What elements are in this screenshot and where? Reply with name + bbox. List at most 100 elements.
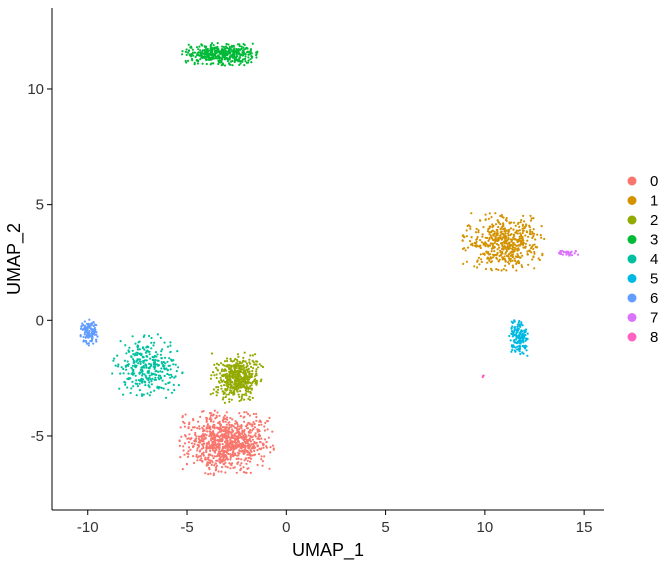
cluster-3-point xyxy=(226,52,229,55)
cluster-4-point xyxy=(125,352,128,355)
cluster-2-point xyxy=(236,390,239,393)
cluster-6-point xyxy=(81,322,84,325)
cluster-0-point xyxy=(212,434,215,437)
cluster-2-point xyxy=(250,365,253,368)
x-tick-label: -10 xyxy=(77,519,99,536)
cluster-2-point xyxy=(215,373,218,376)
cluster-3-point xyxy=(227,50,230,54)
cluster-1-point xyxy=(505,219,508,222)
cluster-4-point xyxy=(168,357,171,360)
cluster-0-point xyxy=(219,423,222,426)
cluster-2-point xyxy=(245,362,248,365)
legend-label-0: 0 xyxy=(650,173,658,190)
cluster-0-point xyxy=(200,437,203,440)
cluster-3-point xyxy=(228,45,231,49)
cluster-0-point xyxy=(212,474,215,477)
cluster-4-point xyxy=(137,348,140,351)
cluster-3-point xyxy=(189,45,193,48)
cluster-0-point xyxy=(183,453,186,456)
legend-key-5 xyxy=(627,274,637,283)
cluster-0-point xyxy=(225,411,228,414)
cluster-0-point xyxy=(198,441,202,444)
cluster-4-point xyxy=(130,356,133,359)
cluster-0-point xyxy=(220,455,223,458)
cluster-3-point xyxy=(209,49,212,52)
cluster-1-point xyxy=(501,243,504,246)
cluster-0-point xyxy=(215,455,218,458)
cluster-0-point xyxy=(258,434,261,437)
cluster-1-point xyxy=(514,247,517,250)
cluster-0-point xyxy=(205,418,208,421)
cluster-0-point xyxy=(252,421,255,424)
cluster-1-point xyxy=(484,267,488,271)
cluster-6-point xyxy=(79,327,83,330)
cluster-4-point xyxy=(118,387,121,390)
cluster-1-point xyxy=(502,224,505,227)
cluster-0-point xyxy=(237,454,240,457)
cluster-0-point xyxy=(237,436,240,439)
cluster-0-point xyxy=(227,432,230,436)
cluster-2-point xyxy=(241,368,244,371)
cluster-2-point xyxy=(212,371,215,374)
cluster-2-point xyxy=(223,364,226,367)
cluster-5-point xyxy=(515,332,518,335)
cluster-7-point xyxy=(568,253,571,256)
cluster-0-point xyxy=(218,420,221,423)
cluster-0-point xyxy=(256,449,259,452)
cluster-1-point xyxy=(521,224,524,227)
cluster-0-point xyxy=(240,450,243,453)
cluster-2-point xyxy=(255,368,258,371)
cluster-3-point xyxy=(238,52,241,55)
cluster-1-point xyxy=(517,244,520,247)
cluster-1-point xyxy=(496,251,499,254)
cluster-4-point xyxy=(159,353,162,356)
cluster-0-point xyxy=(208,468,211,471)
cluster-1-point xyxy=(467,224,470,227)
cluster-3-point xyxy=(250,52,253,55)
y-axis-title: UMAP_2 xyxy=(4,223,25,295)
cluster-2-point xyxy=(248,398,252,401)
cluster-1-point xyxy=(517,229,520,232)
cluster-2-point xyxy=(239,375,242,378)
cluster-1-point xyxy=(499,214,502,218)
cluster-3-point xyxy=(205,52,208,55)
cluster-1-point xyxy=(488,259,491,262)
cluster-6-point xyxy=(85,340,88,343)
cluster-5-point xyxy=(508,334,511,338)
cluster-1-point xyxy=(508,221,511,224)
cluster-4-point xyxy=(166,369,169,372)
cluster-2-point xyxy=(255,363,258,366)
cluster-3-point xyxy=(249,58,252,61)
cluster-3-point xyxy=(201,62,204,65)
cluster-6-point xyxy=(86,328,89,332)
legend-label-4: 4 xyxy=(650,251,658,268)
cluster-0-point xyxy=(220,438,223,442)
cluster-0-point xyxy=(212,449,215,452)
cluster-4-point xyxy=(177,384,180,387)
cluster-1-point xyxy=(493,230,496,233)
cluster-4-point xyxy=(134,374,137,377)
cluster-0-points xyxy=(178,409,275,477)
cluster-3-point xyxy=(231,64,234,67)
cluster-3-point xyxy=(223,64,227,67)
cluster-1-point xyxy=(507,237,510,241)
cluster-3-point xyxy=(206,54,209,57)
cluster-0-point xyxy=(229,447,232,451)
cluster-1-point xyxy=(502,228,505,231)
cluster-3-point xyxy=(199,58,202,61)
cluster-0-point xyxy=(224,471,227,474)
cluster-0-point xyxy=(229,456,232,459)
cluster-0-point xyxy=(223,414,227,417)
cluster-1-point xyxy=(508,258,511,262)
cluster-4-point xyxy=(145,346,148,349)
cluster-5-point xyxy=(525,345,528,348)
cluster-5-point xyxy=(526,354,529,357)
cluster-1-point xyxy=(496,230,499,233)
cluster-0-point xyxy=(206,430,209,433)
cluster-3-point xyxy=(238,43,241,46)
cluster-6-point xyxy=(84,327,88,330)
cluster-3-point xyxy=(195,46,199,49)
cluster-2-point xyxy=(243,398,246,401)
cluster-0-point xyxy=(255,412,258,415)
